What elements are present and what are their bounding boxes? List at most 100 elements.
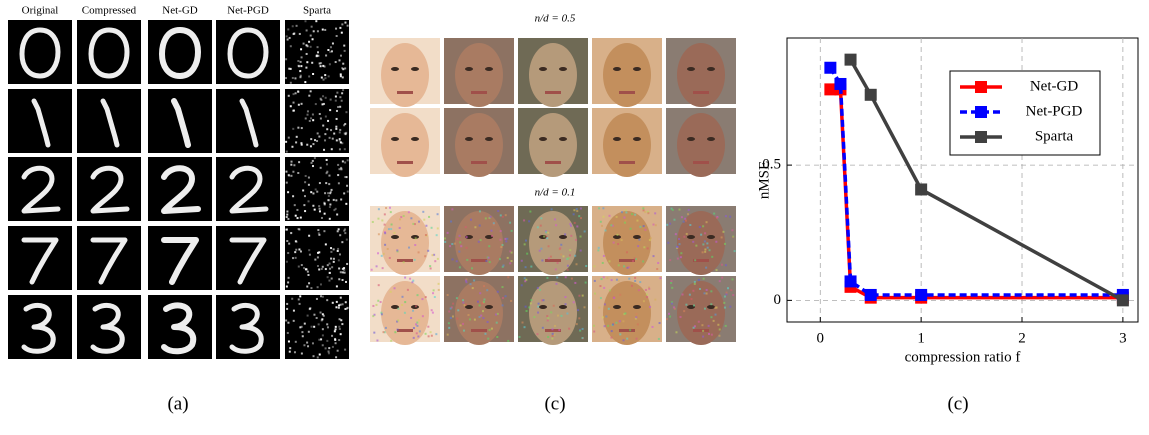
- noise-pixel: [383, 331, 386, 334]
- noise-pixel: [566, 268, 569, 271]
- eye: [633, 67, 641, 71]
- noise-pixel: [414, 305, 417, 308]
- noise-pixel: [701, 324, 704, 327]
- noise-pixel: [315, 317, 318, 320]
- noise-pixel: [648, 287, 651, 290]
- noise-pixel: [617, 264, 620, 267]
- noise-pixel: [297, 126, 300, 129]
- digit-stroke: [21, 302, 56, 354]
- noise-pixel: [315, 55, 318, 58]
- noise-pixel: [299, 70, 302, 73]
- noise-pixel: [344, 133, 347, 136]
- noise-pixel: [682, 220, 685, 223]
- column-header: Net-PGD: [227, 5, 269, 17]
- noise-pixel: [654, 298, 657, 301]
- noise-pixel: [344, 21, 347, 24]
- noise-pixel: [334, 207, 337, 210]
- noise-pixel: [593, 279, 596, 282]
- noise-pixel: [340, 271, 343, 274]
- eye: [411, 235, 419, 239]
- eye: [707, 305, 715, 309]
- noise-pixel: [298, 32, 301, 35]
- noise-pixel: [373, 313, 376, 316]
- noise-pixel: [448, 310, 451, 313]
- noise-pixel: [462, 329, 465, 332]
- marker: [824, 83, 837, 96]
- noise-pixel: [526, 252, 529, 255]
- noise-pixel: [316, 256, 319, 259]
- noise-pixel: [501, 243, 504, 246]
- mouth: [545, 259, 561, 262]
- noise-pixel: [316, 356, 319, 359]
- noise-pixel: [411, 281, 414, 284]
- noise-pixel: [407, 211, 410, 214]
- noise-pixel: [330, 277, 333, 280]
- noise-pixel: [723, 301, 726, 304]
- noise-pixel: [314, 103, 317, 106]
- noise-pixel: [533, 316, 536, 319]
- noise-pixel: [554, 268, 557, 271]
- noise-pixel: [539, 288, 542, 291]
- noise-pixel: [646, 210, 649, 213]
- eye: [539, 67, 547, 71]
- digit-stroke: [159, 27, 201, 79]
- noise-pixel: [478, 304, 481, 307]
- noise-pixel: [702, 329, 705, 332]
- noise-pixel: [676, 257, 679, 260]
- noise-pixel: [343, 228, 346, 231]
- noise-pixel: [473, 279, 476, 282]
- series-line: [849, 58, 1124, 302]
- noise-pixel: [403, 311, 406, 314]
- noise-pixel: [322, 95, 325, 98]
- mouth: [545, 161, 561, 164]
- noise-pixel: [540, 299, 543, 302]
- noise-pixel: [510, 299, 513, 302]
- noise-pixel: [620, 239, 623, 242]
- noise-pixel: [415, 323, 418, 326]
- noise-pixel: [339, 333, 342, 336]
- noise-pixel: [324, 268, 327, 271]
- noise-pixel: [320, 99, 323, 102]
- noise-pixel: [528, 220, 531, 223]
- noise-pixel: [312, 73, 315, 76]
- noise-pixel: [338, 253, 341, 256]
- noise-pixel: [308, 282, 311, 285]
- noise-pixel: [528, 306, 531, 309]
- eye: [485, 305, 493, 309]
- noise-pixel: [483, 300, 486, 303]
- noise-pixel: [314, 258, 317, 261]
- noise-pixel: [679, 316, 682, 319]
- noise-pixel: [427, 325, 430, 328]
- noise-pixel: [306, 110, 309, 113]
- noise-pixel: [312, 192, 315, 195]
- noise-pixel: [339, 234, 342, 237]
- noise-pixel: [504, 214, 507, 217]
- noise-pixel: [291, 25, 294, 28]
- noise-pixel: [693, 282, 696, 285]
- noise-pixel: [566, 264, 569, 267]
- noise-pixel: [495, 313, 498, 316]
- noise-pixel: [706, 242, 709, 245]
- noise-pixel: [304, 81, 307, 84]
- eye: [391, 137, 399, 141]
- noise-pixel: [684, 217, 687, 220]
- noise-pixel: [435, 234, 438, 237]
- noise-pixel: [294, 256, 297, 259]
- noise-pixel: [437, 288, 440, 291]
- noise-pixel: [624, 312, 627, 315]
- noise-pixel: [336, 91, 339, 94]
- noise-pixel: [649, 237, 652, 240]
- noise-pixel: [304, 268, 307, 271]
- noise-pixel: [337, 228, 340, 231]
- noise-pixel: [619, 333, 622, 336]
- noise-pixel: [379, 301, 382, 304]
- noise-pixel: [339, 303, 342, 306]
- noise-pixel: [406, 288, 409, 291]
- face: [381, 211, 429, 275]
- noise-pixel: [492, 223, 495, 226]
- digit-image: [8, 226, 72, 290]
- noise-pixel: [326, 170, 329, 173]
- noise-pixel: [634, 213, 637, 216]
- noise-pixel: [428, 215, 431, 218]
